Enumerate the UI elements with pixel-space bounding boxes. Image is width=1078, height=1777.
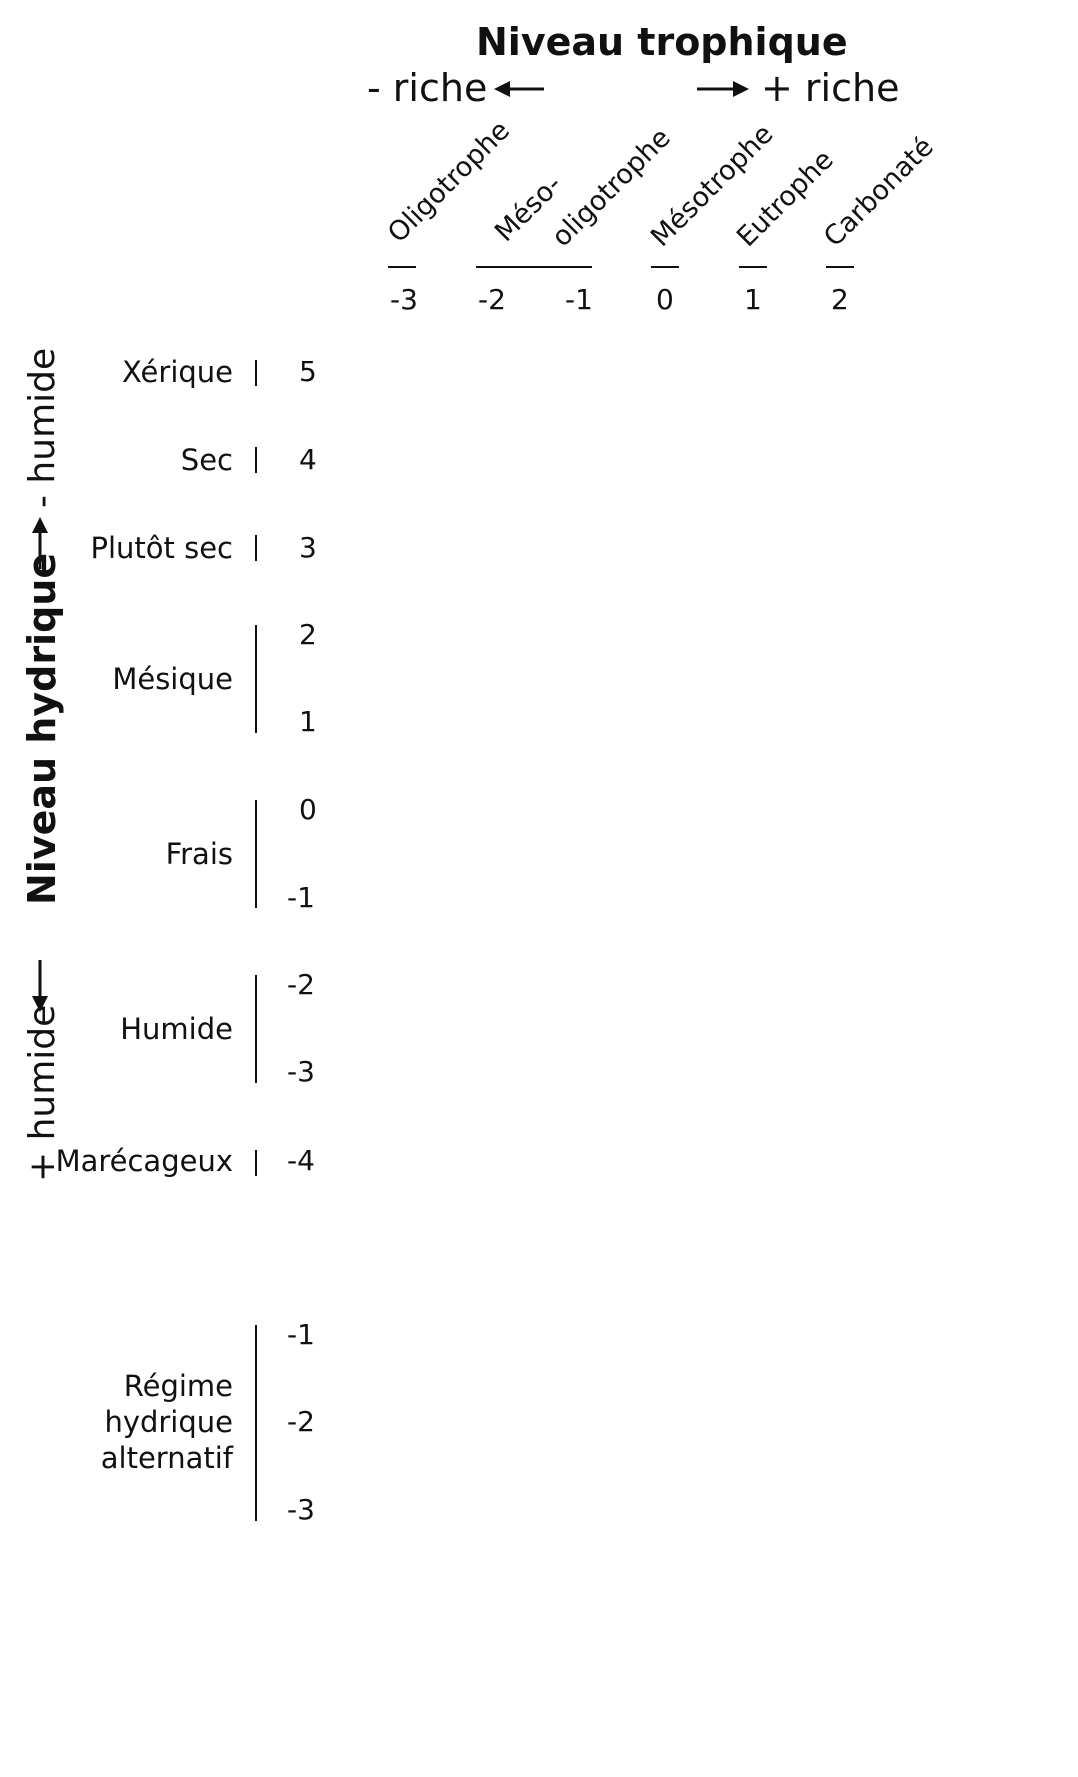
alternating-label-line: hydrique xyxy=(104,1405,233,1439)
arrow-right-icon xyxy=(697,81,749,97)
hydric-value: 1 xyxy=(299,705,317,738)
hydric-value: -4 xyxy=(287,1144,315,1177)
level-label-plutot-sec: Plutôt sec xyxy=(90,531,233,565)
bracket-marecageux xyxy=(255,1150,257,1176)
level-label-humide: Humide xyxy=(120,1012,233,1046)
alternating-value: -1 xyxy=(287,1318,315,1351)
hydric-value: -1 xyxy=(287,881,315,914)
bracket-humide xyxy=(255,975,257,1083)
hydric-title: Niveau hydrique xyxy=(20,552,64,905)
bracket-mesotrophe xyxy=(651,266,679,268)
arrow-up-icon xyxy=(32,517,48,569)
trophic-value: 2 xyxy=(831,283,849,316)
level-label-frais: Frais xyxy=(165,837,233,871)
hydric-value: 2 xyxy=(299,618,317,651)
alternating-value: -3 xyxy=(287,1493,315,1526)
bracket-carbonate xyxy=(826,266,854,268)
trophic-value: 1 xyxy=(744,283,762,316)
category-carbonate: Carbonaté xyxy=(818,131,940,253)
hydric-value: 4 xyxy=(299,443,317,476)
hydric-value: 5 xyxy=(299,355,317,388)
bracket-alternating xyxy=(255,1325,257,1521)
hydric-value: -2 xyxy=(287,968,315,1001)
bracket-mesique xyxy=(255,625,257,733)
trophic-value: -1 xyxy=(565,283,593,316)
hydric-value: -3 xyxy=(287,1055,315,1088)
bracket-eutrophe xyxy=(739,266,767,268)
alternating-label-line: alternatif xyxy=(100,1441,233,1475)
hydric-value: 3 xyxy=(299,531,317,564)
level-label-sec: Sec xyxy=(180,443,233,477)
arrow-down-icon xyxy=(32,960,48,1012)
bracket-frais xyxy=(255,800,257,908)
alternating-label-line: Régime xyxy=(123,1369,233,1403)
level-label-marecageux: Marécageux xyxy=(55,1144,233,1178)
trophic-value: 0 xyxy=(656,283,674,316)
hydric-value: 0 xyxy=(299,793,317,826)
trophic-value: -3 xyxy=(390,283,418,316)
level-label-xerique: Xérique xyxy=(121,355,233,389)
hydric-less-wet-label: - humide xyxy=(22,347,63,508)
arrow-left-icon xyxy=(494,81,544,97)
trophic-less-rich-label: - riche xyxy=(367,66,488,110)
trophic-title: Niveau trophique xyxy=(476,20,848,64)
bracket-xerique xyxy=(255,360,257,386)
bracket-oligotrophe xyxy=(388,266,416,268)
trophic-more-rich-label: + riche xyxy=(761,66,900,110)
alternating-value: -2 xyxy=(287,1405,315,1438)
level-label-mesique: Mésique xyxy=(112,662,233,696)
trophic-value: -2 xyxy=(478,283,506,316)
bracket-meso-oligotrophe xyxy=(476,266,592,268)
bracket-plutot-sec xyxy=(255,535,257,561)
bracket-sec xyxy=(255,447,257,473)
